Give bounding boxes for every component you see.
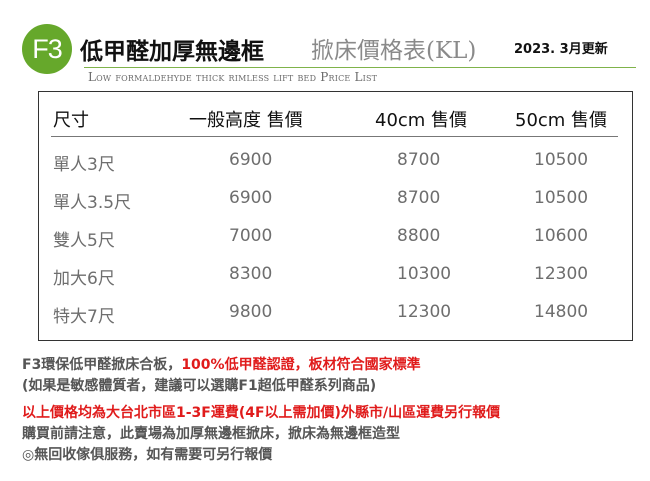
page-title-suffix: 掀床價格表(KL) <box>311 38 477 64</box>
price-40cm-cell: 8700 <box>397 188 441 208</box>
note-recycling: ◎無回收傢俱服務，如有需要可另行報價 <box>22 447 273 463</box>
table-row: 單人3尺 6900 8700 10500 <box>39 150 632 180</box>
f3-badge: F3 <box>22 24 72 74</box>
column-header-50cm-price: 50cm 售價 <box>515 110 608 131</box>
price-40cm-cell: 10300 <box>397 264 452 284</box>
price-50cm-cell: 10500 <box>534 188 589 208</box>
note-sensitivity: (如果是敏感體質者，建議可以選購F1超低甲醛系列商品) <box>22 378 377 394</box>
price-50cm-cell: 10500 <box>534 150 589 170</box>
normal-price-cell: 6900 <box>229 188 273 208</box>
price-50cm-cell: 14800 <box>534 302 589 322</box>
size-cell: 加大6尺 <box>53 269 115 289</box>
badge-label: F3 <box>32 34 63 64</box>
table-row: 特大7尺 9800 12300 14800 <box>39 302 632 332</box>
size-cell: 單人3尺 <box>53 155 115 175</box>
note-material-text: F3環保低甲醛掀床合板， <box>22 357 182 373</box>
column-header-size: 尺寸 <box>53 110 89 131</box>
table-row: 加大6尺 8300 10300 12300 <box>39 264 632 294</box>
price-50cm-cell: 10600 <box>534 226 589 246</box>
header-divider <box>84 67 636 68</box>
table-row: 單人3.5尺 6900 8700 10500 <box>39 188 632 218</box>
price-40cm-cell: 8700 <box>397 150 441 170</box>
column-header-normal-price: 一般高度 售價 <box>189 110 303 131</box>
page-title: 低甲醛加厚無邊框 <box>80 39 264 65</box>
header-rule <box>51 136 618 137</box>
normal-price-cell: 8300 <box>229 264 273 284</box>
normal-price-cell: 9800 <box>229 302 273 322</box>
column-header-40cm-price: 40cm 售價 <box>375 110 468 131</box>
update-date: 2023. 3月更新 <box>514 42 608 57</box>
header: F3 低甲醛加厚無邊框 掀床價格表(KL) 2023. 3月更新 Low for… <box>14 20 636 84</box>
size-cell: 單人3.5尺 <box>53 193 132 213</box>
price-table: 尺寸 一般高度 售價 40cm 售價 50cm 售價 單人3尺 6900 870… <box>38 91 633 341</box>
normal-price-cell: 7000 <box>229 226 273 246</box>
price-40cm-cell: 8800 <box>397 226 441 246</box>
note-material: F3環保低甲醛掀床合板，100%低甲醛認證，板材符合國家標準 <box>22 354 421 374</box>
note-certification-text: 100%低甲醛認證，板材符合國家標準 <box>181 357 421 373</box>
note-frameless: 購買前請注意，此賣場為加厚無邊框掀床，掀床為無邊框造型 <box>22 426 400 442</box>
price-50cm-cell: 12300 <box>534 264 589 284</box>
normal-price-cell: 6900 <box>229 150 273 170</box>
size-cell: 雙人5尺 <box>53 231 115 251</box>
table-row: 雙人5尺 7000 8800 10600 <box>39 226 632 256</box>
note-shipping: 以上價格均為大台北市區1-3F運費(4F以上需加價)外縣市/山區運費另行報價 <box>22 405 501 421</box>
price-40cm-cell: 12300 <box>397 302 452 322</box>
size-cell: 特大7尺 <box>53 307 115 327</box>
english-subtitle: Low formaldehyde thick rimless lift bed … <box>88 70 378 84</box>
